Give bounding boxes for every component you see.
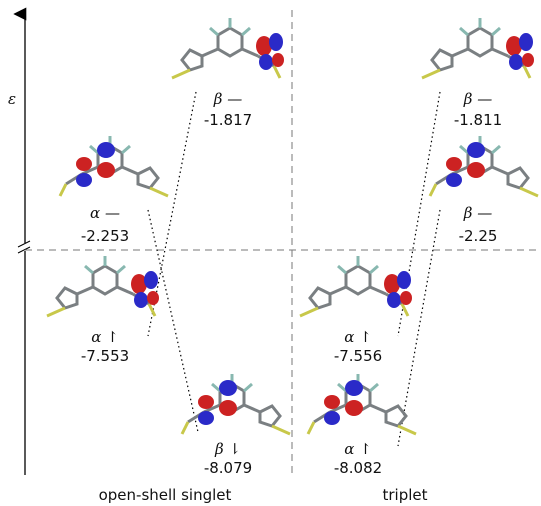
level-energy: -8.082 bbox=[334, 459, 382, 477]
level-energy: -1.811 bbox=[454, 111, 502, 129]
level-label: β — bbox=[213, 90, 242, 108]
level-label: α ↾ bbox=[91, 328, 118, 346]
correlation-lines bbox=[148, 92, 440, 446]
level-label: α — bbox=[90, 204, 120, 222]
level-label: α ↾ bbox=[344, 440, 371, 458]
level-label: α ↾ bbox=[344, 328, 371, 346]
level-label: β — bbox=[463, 90, 492, 108]
level-label: β ⇂ bbox=[214, 440, 241, 458]
level-energy: -2.253 bbox=[81, 227, 129, 245]
level-energy: -2.25 bbox=[459, 227, 498, 245]
level-energy: -7.556 bbox=[334, 347, 382, 365]
group-label: open-shell singlet bbox=[99, 486, 232, 504]
level-label: β — bbox=[463, 204, 492, 222]
level-energy: -7.553 bbox=[81, 347, 129, 365]
level-energy: -8.079 bbox=[204, 459, 252, 477]
diagram: ε α — -2.253 α ↾ -7.553 β — -1.817 β ⇂ -… bbox=[0, 0, 541, 506]
group-label: triplet bbox=[382, 486, 427, 504]
axis-label: ε bbox=[8, 90, 16, 108]
level-energy: -1.817 bbox=[204, 111, 252, 129]
